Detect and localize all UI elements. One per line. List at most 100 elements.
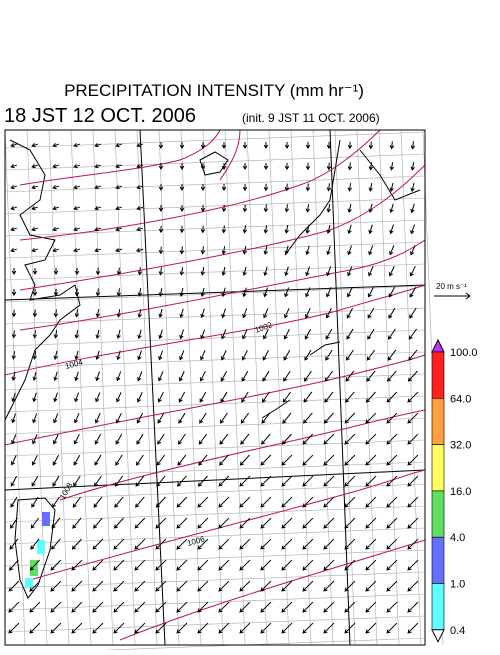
wind-arrow: [368, 266, 374, 277]
grid-line: [268, 129, 290, 646]
wind-arrow: [410, 203, 415, 214]
grid-line: [224, 129, 246, 646]
wind-arrow: [136, 142, 144, 148]
wind-arrow: [220, 412, 228, 424]
wind-arrow: [263, 225, 269, 234]
wind-arrow: [158, 184, 164, 191]
grid-line: [4, 197, 426, 215]
wind-arrow: [178, 391, 186, 403]
wind-arrow: [365, 517, 377, 529]
wind-arrow: [178, 412, 186, 424]
wind-arrow: [347, 203, 352, 213]
wind-arrow: [137, 288, 143, 297]
wind-arrow: [388, 328, 396, 340]
wind-arrow: [115, 247, 123, 253]
wind-arrow: [158, 205, 164, 212]
wind-arrow: [218, 580, 230, 592]
wind-arrow: [326, 204, 331, 213]
wind-arrow: [156, 454, 166, 466]
wind-arrow: [177, 454, 187, 466]
wind-arrow: [344, 601, 356, 613]
wind-arrow: [199, 412, 207, 424]
wind-arrow: [326, 266, 332, 277]
wind-arrow: [242, 204, 248, 213]
wind-arrow: [221, 329, 227, 340]
wind-arrow: [344, 580, 356, 592]
wind-arrow: [94, 184, 102, 190]
wind-arrow: [325, 328, 333, 340]
wind-arrow: [386, 622, 398, 634]
wind-arrow: [410, 182, 415, 193]
wind-arrow: [73, 163, 81, 169]
wind-arrow: [302, 496, 314, 508]
wind-arrow: [281, 433, 292, 445]
wind-arrow: [10, 455, 17, 466]
wind-arrow: [157, 412, 165, 424]
wind-arrow: [305, 224, 310, 234]
wind-arrow: [134, 559, 146, 571]
grid-line: [4, 241, 426, 259]
vector-scale-head: [465, 292, 471, 300]
wind-arrow: [218, 538, 230, 550]
wind-arrow: [387, 370, 397, 382]
grid-line: [4, 285, 426, 303]
wind-arrow: [71, 580, 83, 592]
wind-arrow: [115, 226, 123, 232]
wind-arrow: [158, 308, 163, 319]
wind-arrow: [218, 559, 230, 571]
meridian: [329, 129, 351, 646]
wind-arrow: [262, 370, 270, 382]
wind-arrow: [50, 559, 62, 571]
wind-arrow: [52, 205, 60, 211]
wind-arrow: [347, 266, 353, 277]
wind-arrow: [302, 538, 314, 550]
wind-arrow: [325, 349, 333, 361]
wind-arrow: [281, 601, 293, 613]
wind-arrow: [365, 412, 377, 424]
grid-line: [4, 351, 426, 369]
wind-arrow: [116, 392, 122, 403]
wind-arrow: [95, 288, 101, 297]
wind-arrow: [73, 454, 81, 466]
wind-arrow: [51, 517, 61, 529]
wind-arrow: [407, 391, 419, 403]
wind-arrow: [53, 288, 59, 297]
wind-arrow: [260, 601, 272, 613]
wind-arrow: [410, 141, 416, 150]
wind-arrow: [115, 163, 123, 169]
wind-arrow: [344, 496, 356, 508]
wind-arrow: [32, 288, 38, 297]
wind-arrow: [410, 224, 416, 235]
vector-scale-label: 20 m s⁻¹: [436, 282, 467, 291]
wind-arrow: [260, 454, 272, 466]
wind-arrow: [73, 142, 81, 148]
wind-arrow: [116, 267, 122, 276]
wind-arrow: [137, 308, 142, 318]
grid-line: [4, 175, 426, 193]
wind-arrow: [155, 538, 167, 550]
wind-arrow: [32, 413, 38, 424]
wind-arrow: [366, 349, 376, 361]
wind-arrow: [303, 391, 313, 403]
colorbar-label: 64.0: [450, 393, 471, 405]
wind-arrow: [200, 184, 206, 191]
grid-line: [4, 219, 426, 237]
wind-arrow: [136, 392, 143, 403]
wind-arrow: [386, 559, 398, 571]
wind-arrow: [92, 622, 104, 634]
wind-arrow: [367, 307, 375, 319]
meridian: [139, 129, 166, 646]
wind-arrow: [73, 247, 81, 253]
wind-arrow: [158, 288, 163, 297]
wind-arrow: [200, 246, 206, 255]
wind-arrow: [386, 412, 398, 424]
wind-arrow: [156, 475, 166, 487]
wind-arrow: [260, 475, 272, 487]
wind-arrow: [386, 433, 398, 445]
wind-arrow: [52, 247, 60, 253]
wind-arrow: [368, 224, 373, 235]
wind-arrow: [386, 496, 398, 508]
wind-arrow: [242, 183, 248, 192]
wind-arrow: [32, 392, 37, 403]
